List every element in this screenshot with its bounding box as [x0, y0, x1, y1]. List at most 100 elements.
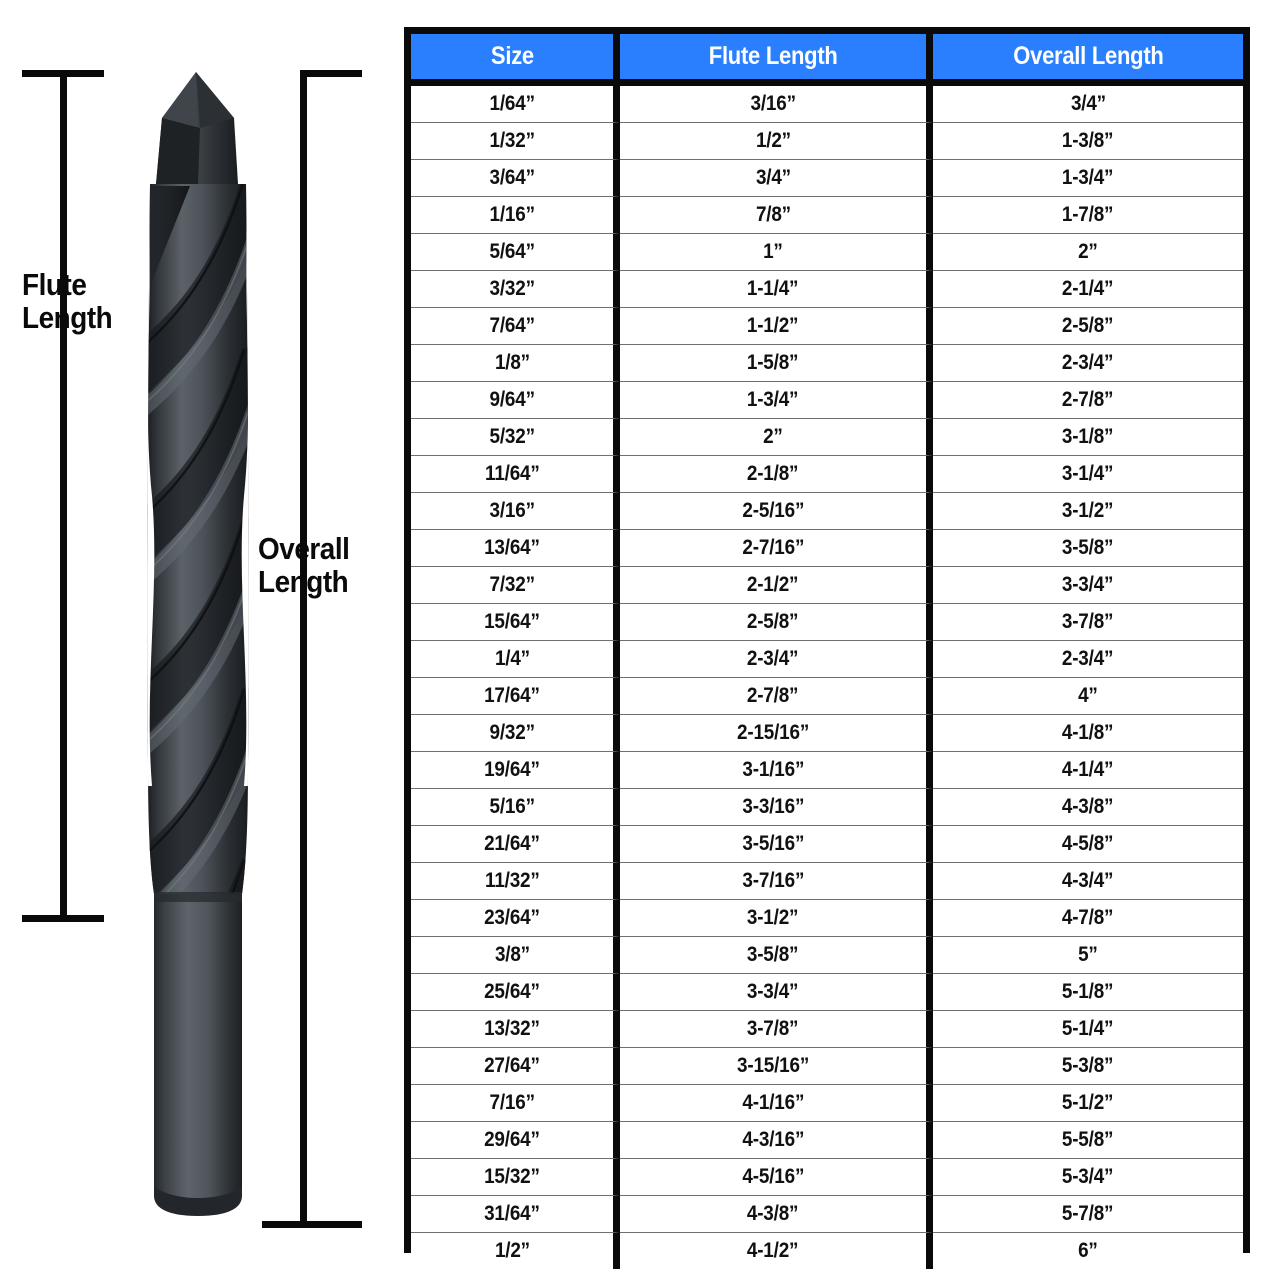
table-header-row: Size Flute Length Overall Length: [411, 34, 1243, 86]
table-row: 13/64” 2-7/16” 3-5/8”: [411, 530, 1243, 567]
cell-size: 7/32”: [411, 567, 620, 604]
cell-overall-length: 5-1/8”: [933, 974, 1243, 1011]
cell-size-value: 25/64”: [484, 980, 540, 1003]
cell-overall-length: 5-3/4”: [933, 1159, 1243, 1196]
cell-size: 3/64”: [411, 160, 620, 197]
flute-length-label: Flute Length: [22, 267, 113, 336]
cell-overall-length: 4-1/4”: [933, 752, 1243, 789]
cell-overall-length-value: 4-5/8”: [1062, 832, 1114, 855]
cell-size-value: 9/64”: [489, 388, 535, 411]
cell-flute-length: 1-3/4”: [620, 382, 933, 419]
table-row: 1/8” 1-5/8” 2-3/4”: [411, 345, 1243, 382]
cell-overall-length-value: 2-7/8”: [1062, 388, 1114, 411]
cell-size-value: 17/64”: [484, 684, 540, 707]
cell-size-value: 3/16”: [489, 499, 535, 522]
cell-flute-length-value: 3-15/16”: [736, 1054, 810, 1077]
cell-overall-length: 4-3/8”: [933, 789, 1243, 826]
twist-drill-bit-image: [138, 66, 258, 1226]
cell-size: 23/64”: [411, 900, 620, 937]
table-row: 3/32” 1-1/4” 2-1/4”: [411, 271, 1243, 308]
cell-overall-length: 5-7/8”: [933, 1196, 1243, 1233]
cell-flute-length-value: 7/8”: [755, 203, 791, 226]
table-row: 7/32” 2-1/2” 3-3/4”: [411, 567, 1243, 604]
cell-size: 1/16”: [411, 197, 620, 234]
cell-overall-length: 4-5/8”: [933, 826, 1243, 863]
cell-flute-length-value: 4-3/16”: [742, 1128, 804, 1151]
cell-size-value: 11/64”: [484, 462, 540, 485]
cell-flute-length: 3-3/16”: [620, 789, 933, 826]
cell-overall-length-value: 3-1/8”: [1062, 425, 1114, 448]
cell-size: 7/64”: [411, 308, 620, 345]
cell-overall-length: 3-1/4”: [933, 456, 1243, 493]
cell-overall-length: 2-3/4”: [933, 345, 1243, 382]
cell-size-value: 3/64”: [489, 166, 535, 189]
cell-flute-length-value: 2-3/4”: [747, 647, 799, 670]
table-row: 11/64” 2-1/8” 3-1/4”: [411, 456, 1243, 493]
table-row: 7/64” 1-1/2” 2-5/8”: [411, 308, 1243, 345]
cell-size: 3/16”: [411, 493, 620, 530]
table-row: 27/64” 3-15/16” 5-3/8”: [411, 1048, 1243, 1085]
cell-flute-length: 2-7/16”: [620, 530, 933, 567]
cell-overall-length: 5-3/8”: [933, 1048, 1243, 1085]
cell-overall-length: 3/4”: [933, 86, 1243, 123]
cell-flute-length: 1-5/8”: [620, 345, 933, 382]
cell-overall-length: 1-3/8”: [933, 123, 1243, 160]
table-row: 25/64” 3-3/4” 5-1/8”: [411, 974, 1243, 1011]
cell-flute-length: 4-1/2”: [620, 1233, 933, 1269]
cell-flute-length-value: 2”: [763, 425, 783, 448]
cell-overall-length-value: 5-1/8”: [1062, 980, 1114, 1003]
table-row: 5/16” 3-3/16” 4-3/8”: [411, 789, 1243, 826]
table-row: 1/16” 7/8” 1-7/8”: [411, 197, 1243, 234]
overall-dimension-bottom-cap: [262, 1221, 362, 1228]
cell-overall-length: 4”: [933, 678, 1243, 715]
overall-dimension-top-cap: [300, 70, 362, 77]
cell-overall-length-value: 5-1/2”: [1062, 1091, 1114, 1114]
cell-size: 1/32”: [411, 123, 620, 160]
table-body: 1/64” 3/16” 3/4” 1/32” 1/2” 1-3/8” 3/64” 3/4” 1-…: [411, 86, 1243, 1269]
cell-flute-length-value: 1-5/8”: [747, 351, 799, 374]
cell-size: 11/64”: [411, 456, 620, 493]
cell-overall-length: 1-3/4”: [933, 160, 1243, 197]
cell-overall-length: 2-5/8”: [933, 308, 1243, 345]
cell-size: 13/64”: [411, 530, 620, 567]
table-row: 11/32” 3-7/16” 4-3/4”: [411, 863, 1243, 900]
cell-size: 25/64”: [411, 974, 620, 1011]
cell-overall-length-value: 3-5/8”: [1062, 536, 1114, 559]
cell-overall-length-value: 3-3/4”: [1062, 573, 1114, 596]
cell-flute-length: 1-1/4”: [620, 271, 933, 308]
cell-flute-length-value: 2-1/2”: [747, 573, 799, 596]
column-header-overall-length: Overall Length: [933, 34, 1243, 86]
column-header-flute-length: Flute Length: [620, 34, 933, 86]
table-row: 23/64” 3-1/2” 4-7/8”: [411, 900, 1243, 937]
cell-size-value: 7/32”: [489, 573, 535, 596]
cell-flute-length-value: 2-5/16”: [742, 499, 804, 522]
cell-size: 3/32”: [411, 271, 620, 308]
column-header-size: Size: [411, 34, 620, 86]
cell-overall-length-value: 5-7/8”: [1062, 1202, 1114, 1225]
cell-flute-length: 3-7/8”: [620, 1011, 933, 1048]
cell-overall-length-value: 5-5/8”: [1062, 1128, 1114, 1151]
cell-size-value: 15/32”: [484, 1165, 540, 1188]
cell-flute-length-value: 3-3/4”: [747, 980, 799, 1003]
cell-size: 1/8”: [411, 345, 620, 382]
cell-overall-length: 2-3/4”: [933, 641, 1243, 678]
cell-overall-length-value: 3-1/4”: [1062, 462, 1114, 485]
cell-overall-length: 4-1/8”: [933, 715, 1243, 752]
cell-flute-length-value: 4-1/16”: [742, 1091, 804, 1114]
cell-overall-length-value: 1-7/8”: [1062, 203, 1114, 226]
cell-overall-length-value: 4-1/8”: [1062, 721, 1114, 744]
cell-size: 5/64”: [411, 234, 620, 271]
cell-size-value: 13/64”: [484, 536, 540, 559]
table-row: 1/2” 4-1/2” 6”: [411, 1233, 1243, 1269]
cell-size-value: 5/16”: [489, 795, 535, 818]
cell-overall-length: 5-5/8”: [933, 1122, 1243, 1159]
cell-flute-length: 2-3/4”: [620, 641, 933, 678]
cell-flute-length-value: 4-5/16”: [742, 1165, 804, 1188]
cell-overall-length-value: 3/4”: [1070, 92, 1106, 115]
cell-flute-length-value: 1-1/2”: [747, 314, 799, 337]
cell-overall-length-value: 4-7/8”: [1062, 906, 1114, 929]
cell-flute-length-value: 1-3/4”: [747, 388, 799, 411]
cell-size-value: 29/64”: [484, 1128, 540, 1151]
cell-flute-length: 2-1/2”: [620, 567, 933, 604]
